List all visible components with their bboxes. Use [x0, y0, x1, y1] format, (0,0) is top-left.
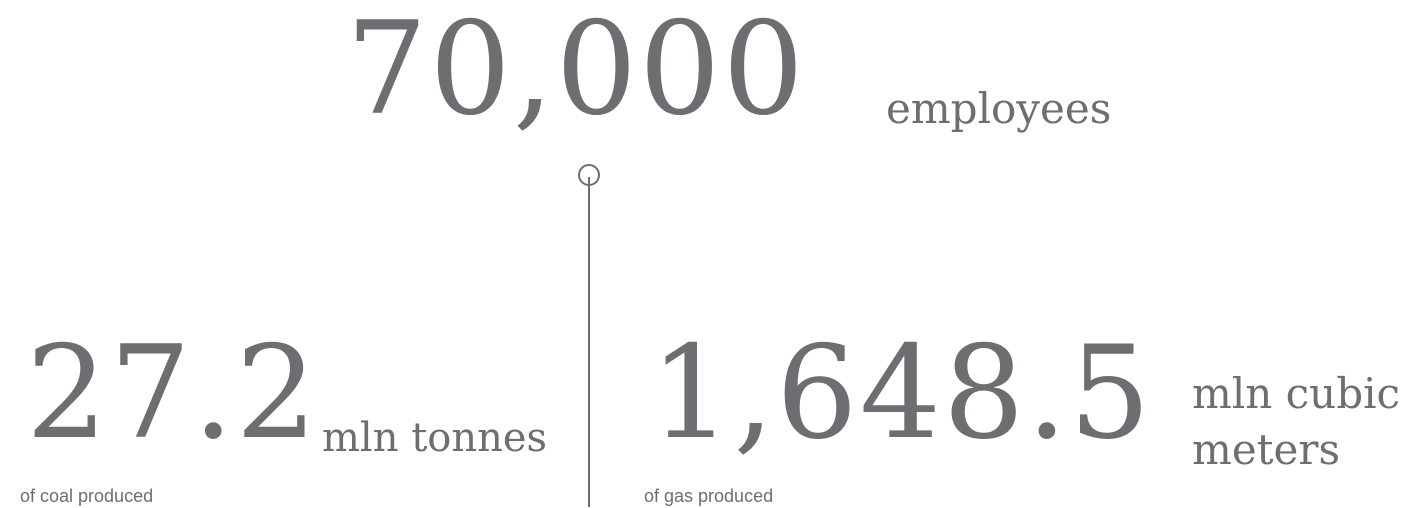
gas-amount: 1,648.5: [650, 319, 1153, 468]
gas-unit-label: mln cubic meters: [1192, 369, 1401, 474]
gas-caption: of gas produced: [644, 486, 774, 506]
coal-amount: 27.2: [26, 319, 319, 468]
employees-count: 70,000: [346, 0, 806, 144]
coal-caption: of coal produced: [20, 486, 154, 506]
coal-unit-label: mln tonnes: [322, 415, 548, 461]
employees-unit-label: employees: [886, 84, 1112, 133]
